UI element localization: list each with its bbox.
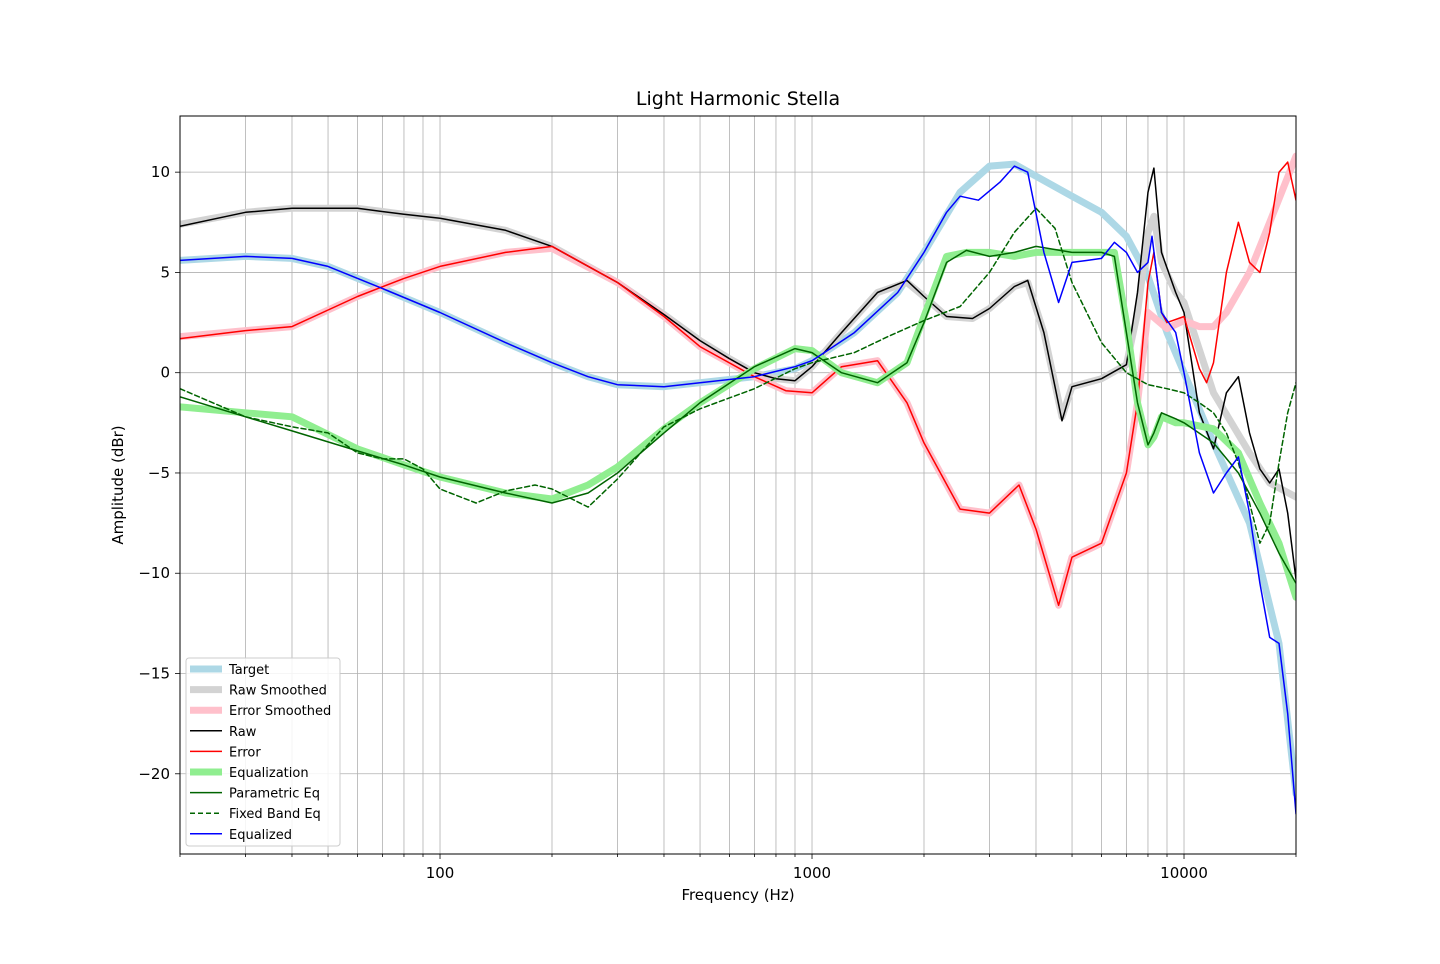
- legend-label: Equalization: [229, 766, 309, 781]
- series-fixed-band-eq: [180, 207, 1296, 544]
- legend-label: Parametric Eq: [229, 787, 320, 802]
- legend-label: Error Smoothed: [229, 704, 331, 719]
- y-tick-label: 0: [160, 364, 170, 382]
- legend-label: Equalized: [229, 828, 292, 843]
- x-tick-label: 10000: [1160, 864, 1208, 882]
- series-error: [180, 161, 1296, 607]
- series-equalized: [180, 165, 1296, 815]
- y-tick-label: −5: [148, 464, 170, 482]
- legend: Target Raw Smoothed Error Smoothed Raw Error…: [185, 657, 341, 847]
- y-tick-label: −20: [138, 765, 170, 783]
- y-tick-label: −10: [138, 564, 170, 582]
- grid: [179, 116, 1297, 854]
- legend-label: Fixed Band Eq: [229, 807, 321, 822]
- chart-title: Light Harmonic Stella: [636, 88, 840, 110]
- legend-box: [185, 657, 341, 847]
- x-tick-label: 1000: [793, 864, 831, 882]
- legend-label: Raw: [229, 725, 257, 740]
- plot-area: [180, 152, 1296, 815]
- x-axis-label: Frequency (Hz): [681, 886, 794, 904]
- y-axis-ticks: 10 5 0 −5 −10 −15 −20: [138, 163, 180, 783]
- series-lines: [180, 152, 1296, 815]
- x-tick-label: 100: [426, 864, 455, 882]
- y-axis-label: Amplitude (dBr): [109, 425, 127, 544]
- y-tick-label: −15: [138, 665, 170, 683]
- y-tick-label: 10: [151, 163, 170, 181]
- series-equalization: [180, 248, 1296, 601]
- series-target: [180, 160, 1296, 798]
- legend-label: Raw Smoothed: [229, 684, 327, 699]
- legend-items: Target Raw Smoothed Error Smoothed Raw Error…: [190, 663, 331, 843]
- y-tick-label: 5: [160, 263, 170, 281]
- legend-label: Target: [228, 663, 269, 678]
- plot-frame: [179, 115, 1297, 855]
- series-parametric-eq: [180, 245, 1296, 585]
- x-axis-ticks: 100 1000 10000: [179, 854, 1297, 882]
- legend-label: Error: [229, 745, 261, 760]
